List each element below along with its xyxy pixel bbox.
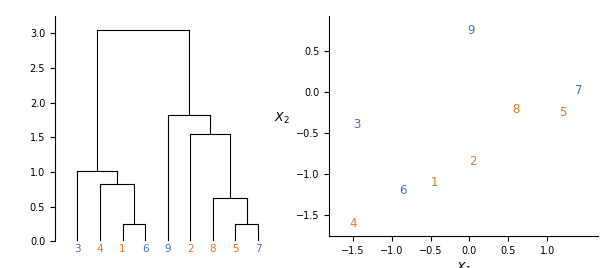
- X-axis label: $X_1$: $X_1$: [456, 261, 472, 268]
- Y-axis label: $X_2$: $X_2$: [274, 111, 290, 126]
- Text: 9: 9: [467, 24, 475, 36]
- Text: 1: 1: [431, 176, 438, 189]
- Text: 6: 6: [400, 184, 407, 197]
- Text: 4: 4: [349, 217, 356, 230]
- Text: 3: 3: [353, 118, 361, 131]
- Text: 8: 8: [512, 103, 520, 116]
- Text: 7: 7: [575, 84, 582, 97]
- Text: 5: 5: [559, 106, 567, 119]
- Text: 2: 2: [470, 155, 477, 168]
